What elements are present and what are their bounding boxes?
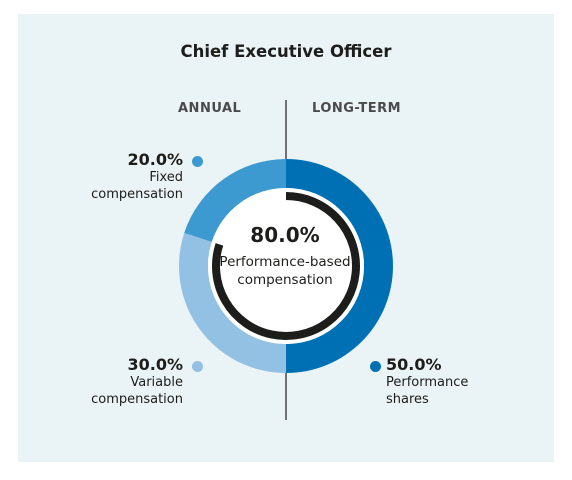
performance-shares-value: 50.0% <box>386 355 442 374</box>
center-label-line2: compensation <box>237 272 333 288</box>
donut-slices <box>179 159 393 373</box>
section-label-long-term: LONG-TERM <box>312 101 402 116</box>
fixed-value: 20.0% <box>127 150 183 169</box>
inner-ring <box>208 188 364 344</box>
center-label-line1: Performance-based <box>219 254 351 270</box>
slice-fixed-compensation <box>184 159 286 242</box>
fixed-legend-dot <box>192 156 203 167</box>
annotation-variable: 30.0% Variable compensation <box>0 355 183 408</box>
center-label: Performance-based compensation <box>185 253 385 289</box>
performance-shares-label-line1: Performance <box>386 375 469 390</box>
variable-label-line2: compensation <box>91 392 183 407</box>
annotation-performance-shares: 50.0% Performance shares <box>386 355 468 408</box>
performance-shares-legend-dot <box>370 361 381 372</box>
chart-title: Chief Executive Officer <box>180 42 392 61</box>
variable-value: 30.0% <box>127 355 183 374</box>
fixed-label-line1: Fixed <box>149 170 183 185</box>
performance-based-arc <box>212 192 360 340</box>
variable-label-line1: Variable <box>130 375 183 390</box>
section-label-annual: ANNUAL <box>178 101 242 116</box>
variable-legend-dot <box>192 361 203 372</box>
fixed-label-line2: compensation <box>91 187 183 202</box>
annotation-fixed: 20.0% Fixed compensation <box>0 150 183 203</box>
slice-variable-compensation <box>179 232 286 373</box>
donut-center <box>208 188 364 344</box>
center-value: 80.0% <box>250 223 320 247</box>
slice-performance-shares <box>286 159 393 373</box>
performance-shares-label-line2: shares <box>386 392 429 407</box>
